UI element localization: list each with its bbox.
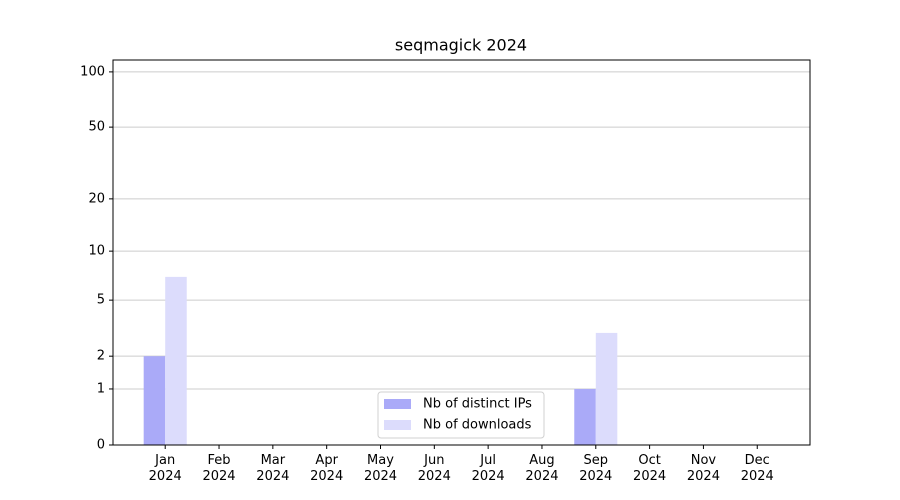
x-tick-label: Mar 2024 [256, 453, 290, 484]
x-tick-label: Jun 2024 [417, 453, 451, 484]
x-tick-label: Sep 2024 [579, 453, 613, 484]
plot-frame [112, 59, 811, 446]
x-tick-label: Feb 2024 [202, 453, 236, 484]
x-tick-label: Apr 2024 [310, 453, 344, 484]
y-tick-label: 0 [97, 438, 105, 453]
legend-swatch [384, 420, 411, 430]
y-tick-label: 10 [88, 244, 105, 259]
y-tick-label: 100 [80, 64, 105, 79]
legend-label: Nb of downloads [423, 418, 532, 433]
x-tick-label: Nov 2024 [686, 453, 720, 484]
x-tick-label: Jul 2024 [471, 453, 505, 484]
y-tick-label: 20 [88, 191, 105, 206]
legend-label: Nb of distinct IPs [423, 397, 532, 412]
x-tick-label: Aug 2024 [525, 453, 559, 484]
chart-title: seqmagick 2024 [395, 36, 527, 55]
x-tick-label: Jan 2024 [148, 453, 182, 484]
x-tick-label: May 2024 [363, 453, 398, 484]
legend-swatch [384, 399, 411, 409]
legend-box [377, 391, 545, 439]
x-tick-label: Dec 2024 [740, 453, 774, 484]
y-tick-label: 1 [97, 381, 105, 396]
y-tick-label: 5 [97, 293, 105, 308]
legend: Nb of distinct IPs Nb of downloads [377, 391, 545, 439]
y-tick-label: 50 [88, 120, 105, 135]
x-tick-label: Oct 2024 [633, 453, 667, 484]
y-tick-label: 2 [97, 349, 105, 364]
bar [165, 276, 187, 445]
bar [143, 356, 166, 445]
bar [595, 332, 618, 445]
bar [574, 388, 596, 445]
